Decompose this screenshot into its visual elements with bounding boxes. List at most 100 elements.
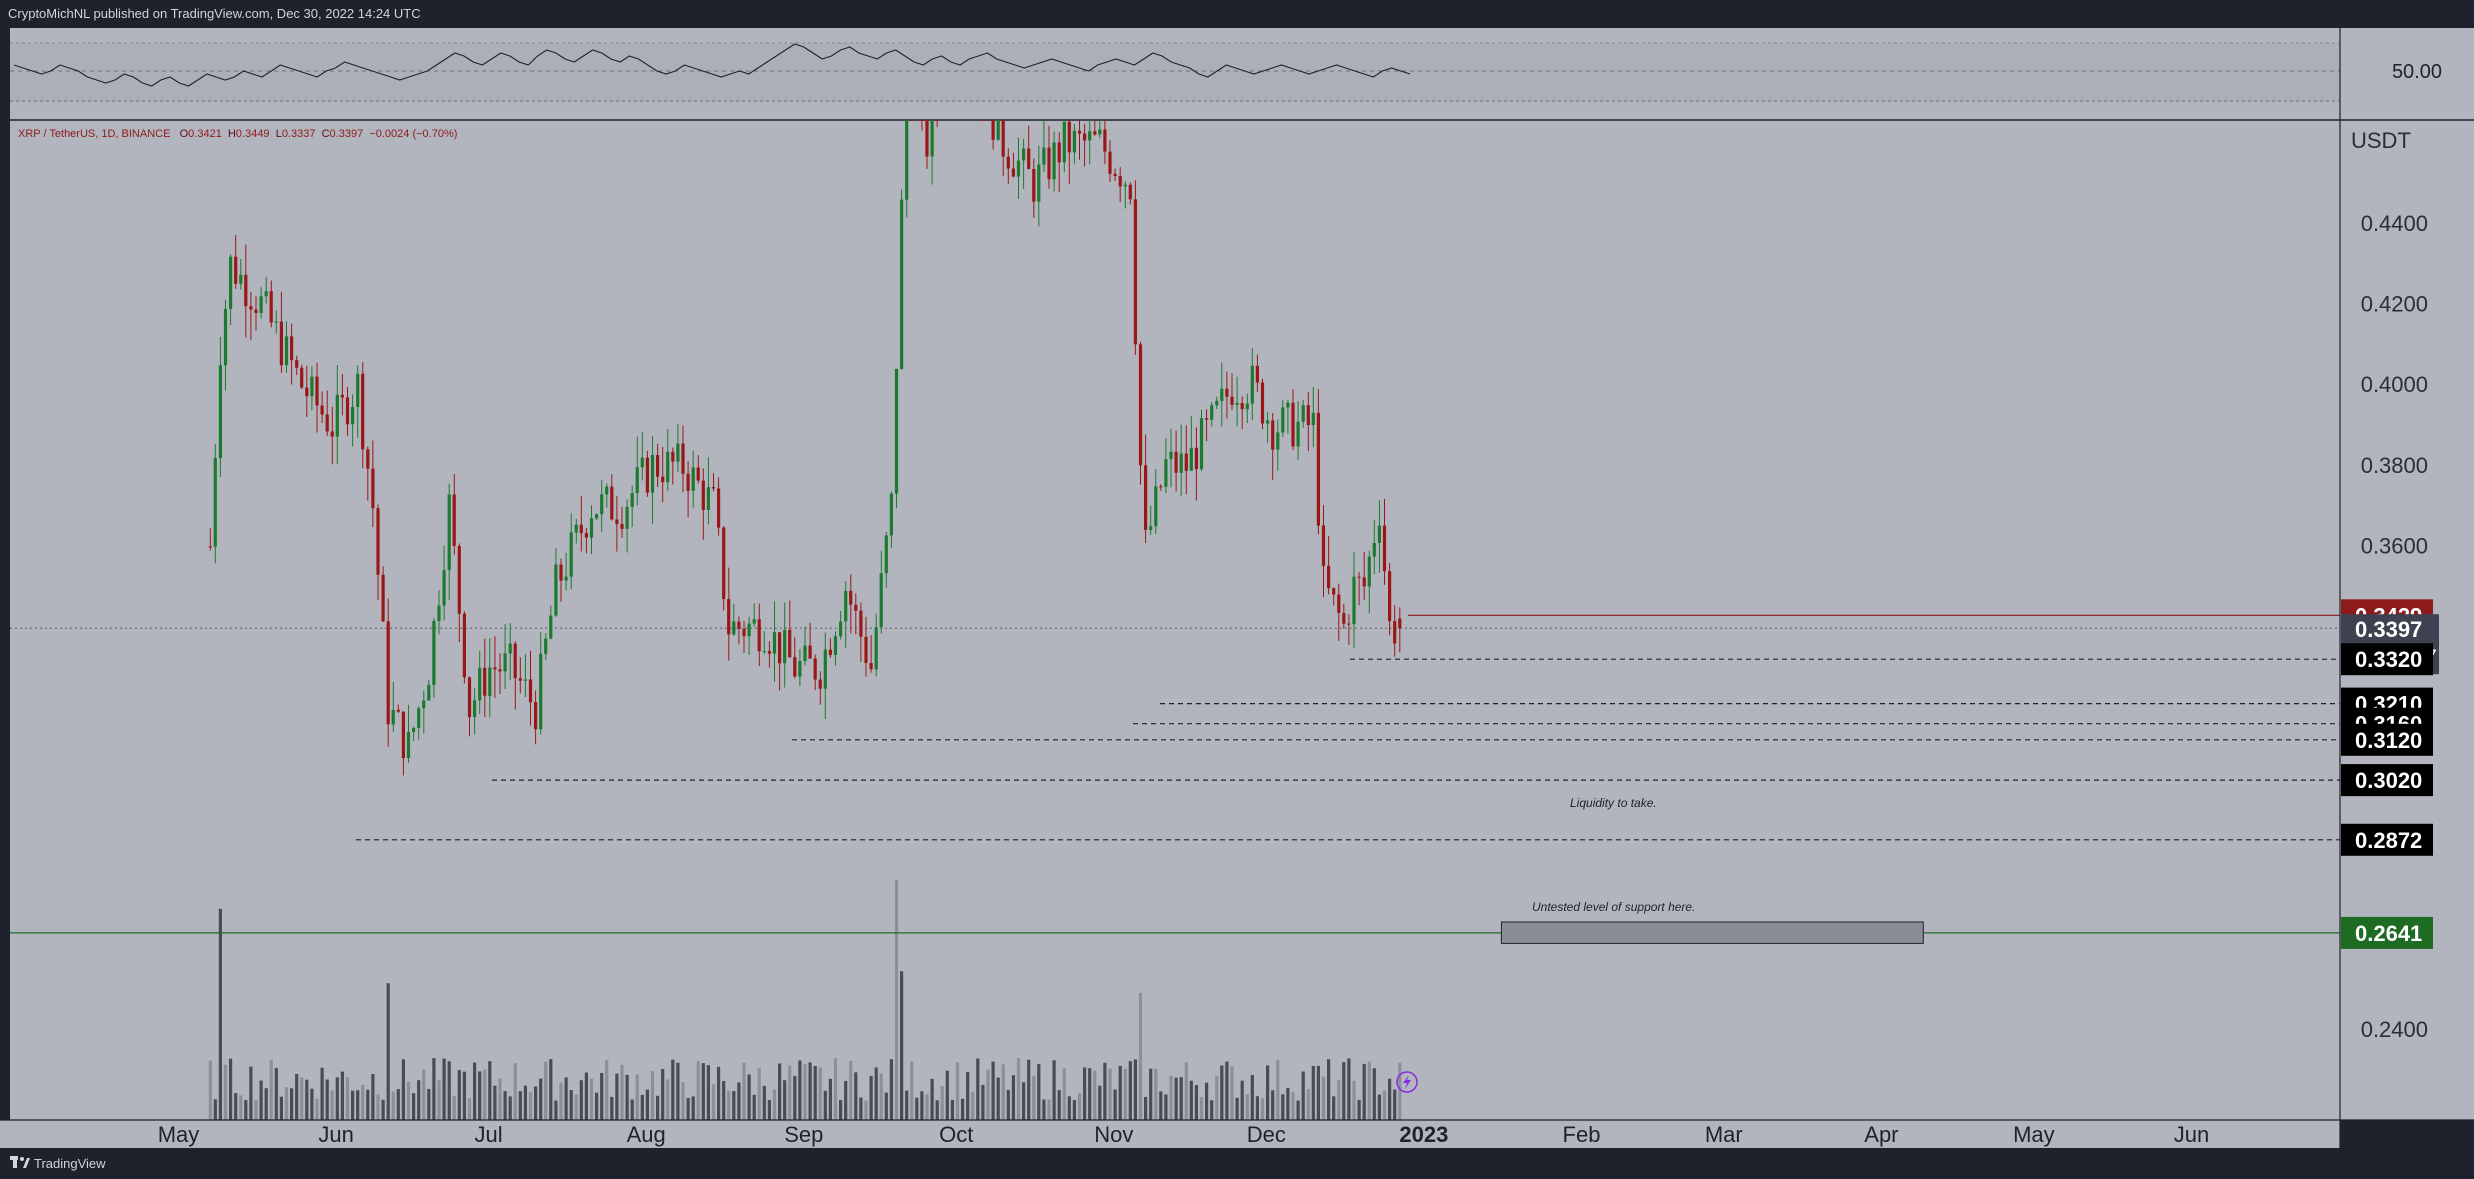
candle-body — [391, 709, 395, 725]
volume-bar — [600, 1073, 604, 1120]
volume-bar — [940, 1086, 944, 1120]
candle-body — [732, 621, 736, 635]
price-badges: 0.34290.339709:35:070.33200.32100.31600.… — [2341, 599, 2439, 949]
volume-bar — [910, 1061, 914, 1120]
lightning-icon[interactable] — [1396, 1071, 1418, 1093]
candle-body — [711, 487, 716, 489]
volume-bar — [234, 1093, 238, 1120]
candle-body — [610, 486, 614, 520]
candle-body — [645, 457, 649, 493]
volume-bar — [564, 1077, 568, 1120]
candle-body — [528, 679, 533, 703]
candle-body — [757, 619, 761, 652]
volume-bar — [630, 1099, 634, 1120]
volume-bar — [727, 1090, 731, 1120]
volume-bar — [1016, 1058, 1021, 1120]
candle-body — [437, 605, 441, 621]
candle-body — [274, 321, 278, 323]
candle-body — [295, 360, 299, 368]
volume-bar — [274, 1068, 278, 1120]
candle-body — [1083, 133, 1087, 141]
price-chart[interactable]: 50.00 May Jun Jul Aug Sep Oct Nov Dec 2023 Feb Mar… — [0, 28, 2474, 1148]
volume-bar — [935, 1100, 939, 1120]
candle-body — [849, 590, 853, 605]
candle-body — [706, 487, 710, 510]
candle-body — [213, 458, 217, 547]
candle-body — [417, 708, 421, 729]
volume-bar — [661, 1069, 665, 1120]
candle-body — [518, 678, 522, 681]
volume-bar — [991, 1061, 995, 1120]
candle-body — [1154, 486, 1158, 527]
x-tick-label: Jul — [475, 1122, 503, 1147]
candle-body — [600, 494, 604, 515]
candle-body — [620, 524, 624, 529]
tradingview-footer: TradingView — [0, 1148, 2474, 1179]
candle-body — [305, 387, 309, 397]
price-badge — [2341, 823, 2433, 856]
volume-bar — [615, 1073, 619, 1120]
volume-bar — [1321, 1076, 1326, 1120]
candle-body — [320, 405, 324, 415]
candle-body — [259, 296, 263, 313]
volume-bar — [859, 1097, 863, 1120]
volume-bar — [889, 1059, 893, 1120]
volume-bar — [473, 1062, 477, 1120]
candle-body — [488, 667, 492, 696]
pair-label: XRP / TetherUS, 1D, BINANCE — [18, 128, 171, 140]
volume-bar — [264, 1088, 268, 1120]
x-tick-label: Jun — [2174, 1122, 2209, 1147]
candle-body — [661, 476, 665, 483]
volume-bar — [539, 1078, 543, 1120]
candle-body — [1321, 525, 1326, 566]
volume-bar — [645, 1089, 649, 1120]
candle-body — [1398, 618, 1402, 629]
candle-body — [1093, 131, 1097, 135]
candle-body — [554, 564, 558, 616]
volume-bar — [1210, 1100, 1214, 1120]
candle-body — [935, 120, 939, 121]
price-badge — [2341, 916, 2433, 949]
candle-body — [493, 667, 497, 670]
price-badge — [2341, 723, 2433, 756]
volume-bar — [589, 1078, 594, 1120]
candle-body — [584, 533, 588, 538]
volume-bar — [1235, 1097, 1239, 1120]
volume-bar — [894, 880, 899, 1120]
volume-bar — [676, 1062, 680, 1120]
candle-body — [447, 494, 451, 571]
candle-body — [1220, 388, 1224, 401]
volume-bar — [330, 1090, 334, 1120]
volume-bar — [1362, 1063, 1366, 1120]
volume-bar — [462, 1071, 466, 1120]
volume-bar — [1174, 1077, 1178, 1120]
candle-body — [1342, 613, 1346, 624]
candle-body — [727, 599, 731, 635]
volume-bar — [1393, 1089, 1397, 1120]
candle-body — [559, 564, 563, 581]
support-zone-box — [1500, 921, 1924, 944]
candle-body — [1327, 565, 1331, 589]
candle-body — [1301, 405, 1305, 422]
volume-bar — [884, 1092, 888, 1120]
candle-body — [371, 468, 375, 509]
candle-body — [498, 669, 502, 672]
volume-bar — [879, 1073, 883, 1120]
candle-body — [386, 621, 390, 725]
oscillator-pane: 50.00 — [0, 42, 2474, 121]
volume-bar — [503, 1091, 507, 1120]
volume-bar — [1052, 1060, 1056, 1120]
volume-bar — [1108, 1068, 1112, 1120]
volume-bar — [595, 1092, 599, 1120]
volume-bar — [737, 1082, 741, 1120]
candle-body — [1388, 571, 1392, 622]
volume-bar — [722, 1081, 726, 1120]
candle-body — [1352, 576, 1356, 625]
plot-background — [10, 28, 2340, 1120]
candle-body — [996, 120, 1000, 140]
candle-body — [401, 711, 405, 759]
volume-bar — [793, 1076, 797, 1120]
volume-bar — [432, 1058, 436, 1120]
volume-bar — [620, 1064, 624, 1120]
volume-bar — [783, 1080, 787, 1120]
